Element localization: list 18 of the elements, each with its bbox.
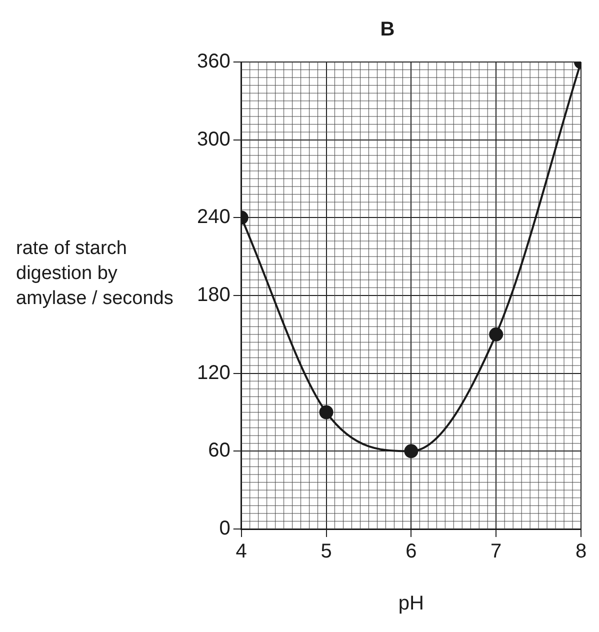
x-tick-label: 7 [490,540,502,563]
chart-title: B [380,18,395,41]
y-tick-label: 360 [196,50,230,73]
point [404,444,418,458]
point [319,405,334,420]
y-tick-label: 60 [208,440,230,462]
x-tick-label: 8 [575,540,587,563]
y-tick-label: 120 [196,362,230,384]
y-tick-label: 0 [219,518,230,540]
x-tick-label: 4 [236,540,247,563]
y-tick-label: 180 [196,284,230,306]
x-tick-label: 6 [406,540,417,563]
y-axis-title: rate of starch digestion by amylase / seconds [16,237,174,311]
x-tick-label: 5 [320,540,332,563]
y-tick-label: 240 [196,206,230,228]
x-axis-title: pH [398,592,424,615]
point [489,327,504,342]
y-tick-label: 300 [196,128,230,150]
